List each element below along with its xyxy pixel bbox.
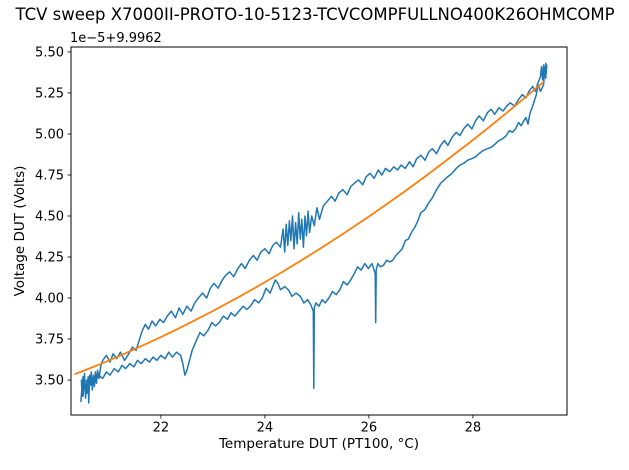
chart-title: TCV sweep X7000II-PROTO-10-5123-TCVCOMPF…: [15, 5, 615, 24]
x-tick-label: 28: [465, 421, 482, 436]
y-tick-label: 5.25: [35, 86, 64, 101]
y-tick-label: 4.00: [35, 292, 64, 307]
y-tick-label: 4.50: [35, 210, 64, 225]
series-fit-curve-line: [74, 81, 544, 376]
y-axis-label: Voltage DUT (Volts): [12, 165, 28, 297]
x-tick-label: 24: [257, 421, 274, 436]
x-tick-label: 26: [361, 421, 378, 436]
y-tick-label: 4.75: [35, 169, 64, 184]
y-tick-label: 5.50: [35, 45, 64, 60]
x-tick-label: 22: [153, 421, 170, 436]
plot-border: [70, 46, 568, 416]
series-measurement-sweep-line: [80, 62, 548, 404]
y-tick-label: 4.25: [35, 251, 64, 266]
y-axis-offset-text: 1e−5+9.9962: [70, 31, 162, 46]
y-tick-label: 3.50: [35, 374, 64, 389]
x-axis-label: Temperature DUT (PT100, °C): [218, 436, 420, 452]
y-tick-label: 5.00: [35, 128, 64, 143]
y-tick-label: 3.75: [35, 333, 64, 348]
